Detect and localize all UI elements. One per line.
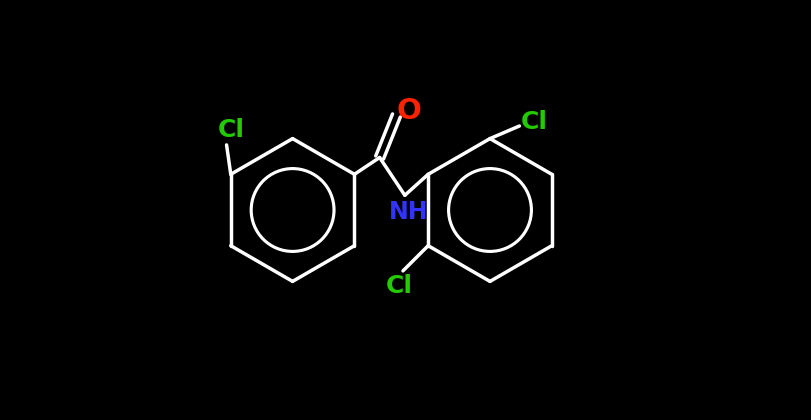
Text: Cl: Cl	[520, 110, 547, 134]
Text: Cl: Cl	[217, 118, 244, 142]
Text: NH: NH	[388, 200, 428, 224]
Text: Cl: Cl	[384, 273, 412, 298]
Text: O: O	[396, 97, 421, 125]
